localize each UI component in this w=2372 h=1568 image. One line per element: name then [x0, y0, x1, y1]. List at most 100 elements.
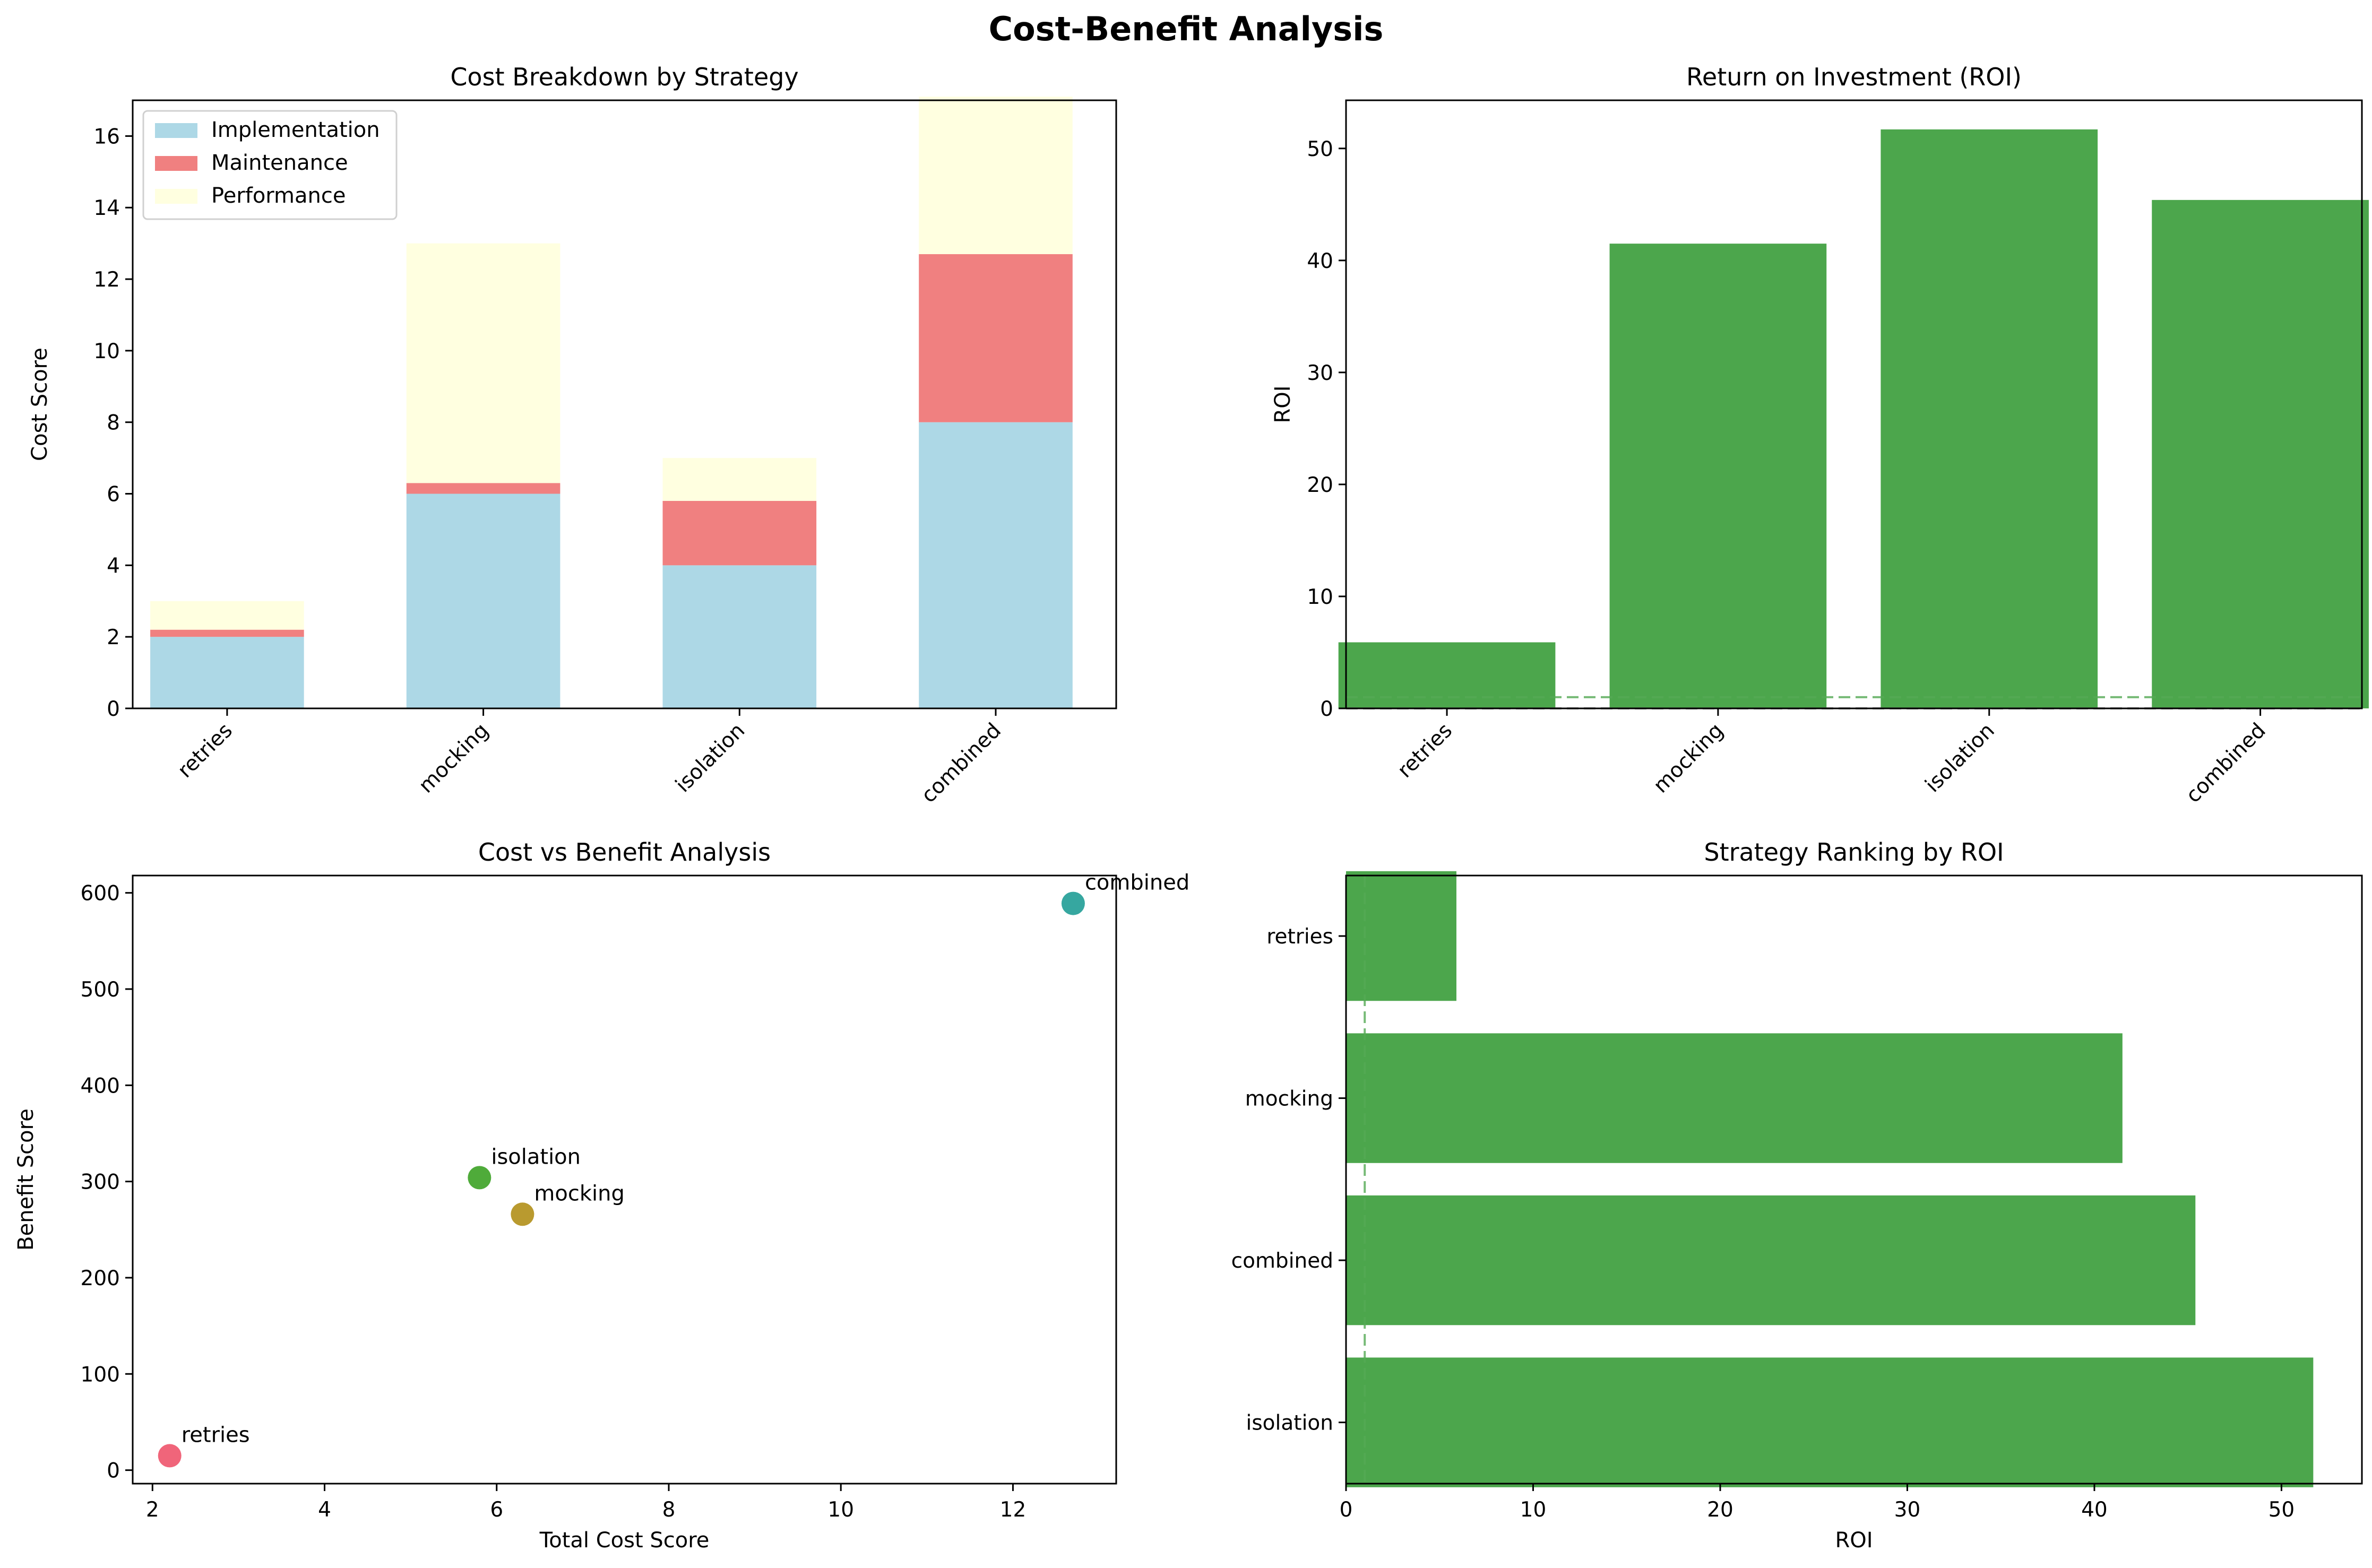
chart-cost-breakdown: 0 2 4 6 8 10 12 14 16 retries mocking isolation comb…	[28, 63, 1117, 808]
x-tick-label: 12	[1000, 1498, 1027, 1522]
bar-maintenance-isolation	[662, 501, 817, 566]
legend-swatch	[155, 189, 197, 204]
bar-implementation-combined	[919, 422, 1073, 708]
x-tick-label: 8	[662, 1498, 676, 1522]
axes-frame	[132, 99, 1117, 709]
y-tick-label: 600	[81, 882, 120, 906]
x-tick-label: 10	[1520, 1498, 1547, 1522]
y-tick-label: 300	[81, 1171, 120, 1194]
hbar-mocking	[1346, 1033, 2123, 1163]
x-tick-label: combined	[917, 718, 1006, 808]
y-tick-label: 0	[107, 697, 120, 721]
bar-maintenance-combined	[919, 254, 1073, 422]
bar-mocking	[1609, 244, 1827, 708]
x-tick-label: 20	[1707, 1498, 1733, 1522]
y-tick-label: 500	[81, 978, 120, 1002]
y-tick-label: 6	[107, 483, 120, 507]
legend-label: Maintenance	[211, 151, 348, 175]
panel-title: Return on Investment (ROI)	[1686, 63, 2022, 91]
x-tick-label: 10	[827, 1498, 854, 1522]
x-tick-label: retries	[173, 718, 237, 783]
bar-performance-isolation	[662, 458, 817, 501]
chart-roi-bar: 0 10 20 30 40 50 retries mocking isolation combin…	[1271, 63, 2369, 808]
bar-implementation-mocking	[406, 493, 560, 708]
figure-title: Cost-Benefit Analysis	[988, 10, 1384, 48]
legend: Implementation Maintenance Performance	[142, 110, 398, 220]
y-tick-label: 2	[107, 626, 120, 649]
y-tick-label: 100	[81, 1363, 120, 1387]
x-axis-label: Total Cost Score	[539, 1528, 710, 1553]
legend-label: Performance	[211, 184, 346, 208]
y-tick-label: 0	[1320, 697, 1333, 721]
x-tick-label: 0	[1340, 1498, 1353, 1522]
x-tick-label: isolation	[1921, 718, 1999, 797]
x-tick-label: 2	[146, 1498, 159, 1522]
x-tick-label: mocking	[414, 718, 493, 798]
x-tick-label: isolation	[671, 718, 749, 797]
axes-frame	[1345, 874, 2363, 1485]
legend-swatch	[155, 156, 197, 171]
y-tick-label: 16	[93, 125, 120, 149]
y-tick-label: mocking	[1245, 1087, 1333, 1111]
legend-swatch	[155, 123, 197, 138]
y-tick-label: 10	[93, 340, 120, 363]
y-tick-label: 20	[1307, 473, 1333, 497]
point-label-isolation: isolation	[491, 1145, 581, 1169]
y-tick-label: 12	[93, 268, 120, 292]
y-tick-label: 4	[107, 554, 120, 578]
bar-isolation	[1881, 129, 2098, 708]
y-tick-label: 0	[107, 1459, 120, 1483]
y-tick-label: isolation	[1246, 1411, 1333, 1435]
axes-frame	[132, 874, 1117, 1485]
x-tick-label: 6	[490, 1498, 503, 1522]
bar-implementation-isolation	[662, 565, 817, 708]
panel-title: Cost vs Benefit Analysis	[478, 838, 771, 867]
panel-title: Strategy Ranking by ROI	[1704, 838, 2004, 867]
x-tick-label: 4	[318, 1498, 331, 1522]
bar-maintenance-mocking	[406, 483, 560, 494]
bar-performance-mocking	[406, 243, 560, 483]
x-axis-label: ROI	[1835, 1528, 1873, 1553]
axes-frame	[1345, 99, 2363, 709]
point-retries	[158, 1444, 182, 1468]
y-axis-label: Cost Score	[28, 348, 52, 461]
hbar-combined	[1346, 1195, 2196, 1326]
chart-roi-ranking: 0 10 20 30 40 50 retries mocking combined isolati…	[1231, 838, 2363, 1553]
point-combined	[1061, 891, 1085, 915]
point-isolation	[468, 1166, 491, 1190]
bar-performance-retries	[150, 601, 304, 630]
panel-title: Cost Breakdown by Strategy	[450, 63, 798, 91]
x-tick-label: 30	[1894, 1498, 1921, 1522]
x-tick-label: mocking	[1649, 718, 1728, 798]
bar-combined	[2152, 200, 2369, 709]
x-tick-label: 50	[2269, 1498, 2295, 1522]
y-axis-label: ROI	[1271, 385, 1295, 423]
x-tick-label: 40	[2081, 1498, 2108, 1522]
hbar-isolation	[1346, 1357, 2314, 1487]
x-tick-label: combined	[2181, 718, 2271, 808]
y-tick-label: 40	[1307, 249, 1333, 273]
bar-performance-combined	[919, 97, 1073, 254]
y-axis-label: Benefit Score	[14, 1108, 38, 1251]
legend-label: Implementation	[211, 118, 380, 142]
x-tick-label: retries	[1393, 718, 1457, 783]
y-tick-label: combined	[1231, 1249, 1333, 1273]
y-tick-label: retries	[1266, 925, 1333, 949]
y-tick-label: 30	[1307, 361, 1333, 385]
y-tick-label: 400	[81, 1074, 120, 1098]
chart-cost-vs-benefit: retries mocking isolation combined 2 4 6 8 10 12 0…	[14, 838, 1189, 1553]
hbar-retries	[1346, 871, 1456, 1001]
y-tick-label: 10	[1307, 585, 1333, 609]
bar-implementation-retries	[150, 637, 304, 708]
y-tick-label: 8	[107, 411, 120, 435]
bar-retries	[1338, 642, 1556, 708]
legend-box	[142, 110, 398, 220]
y-tick-label: 14	[93, 196, 120, 220]
y-tick-label: 200	[81, 1267, 120, 1290]
bar-maintenance-retries	[150, 629, 304, 637]
point-label-combined: combined	[1085, 871, 1189, 895]
point-mocking	[511, 1202, 534, 1226]
point-label-retries: retries	[182, 1423, 250, 1447]
y-tick-label: 50	[1307, 137, 1333, 161]
